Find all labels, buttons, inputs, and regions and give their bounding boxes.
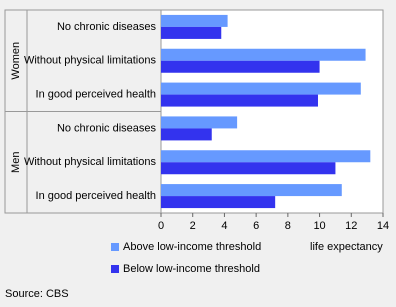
x-tick-label: 4 <box>221 220 227 232</box>
bar <box>161 196 276 209</box>
x-tick-label: 6 <box>253 220 259 232</box>
y-tick-label: In good perceived health <box>36 190 156 202</box>
bar <box>161 94 318 107</box>
x-tick-label: 2 <box>190 220 196 232</box>
x-tick-label: 14 <box>377 220 389 232</box>
legend-swatch <box>111 265 119 273</box>
bar <box>161 26 222 39</box>
bar <box>161 150 371 163</box>
y-tick-label: No chronic diseases <box>57 21 157 33</box>
bar <box>161 184 342 197</box>
y-tick-label: No chronic diseases <box>57 122 157 134</box>
bar <box>161 60 320 73</box>
bar <box>161 162 336 175</box>
x-tick-label: 10 <box>313 220 325 232</box>
x-tick-label: 0 <box>158 220 164 232</box>
bar <box>161 82 361 95</box>
x-tick-label: 12 <box>345 220 357 232</box>
bar <box>161 14 228 27</box>
legend-swatch <box>111 243 119 251</box>
y-tick-label: Without physical limitations <box>24 55 157 67</box>
bar <box>161 116 238 129</box>
y-tick-label: In good perceived health <box>36 88 156 100</box>
x-axis-label: life expectancy <box>310 241 383 253</box>
legend-label: Above low-income threshold <box>123 241 261 253</box>
bar <box>161 128 212 141</box>
group-label: Women <box>10 42 22 80</box>
plot-area <box>160 9 384 214</box>
legend-label: Below low-income threshold <box>123 263 260 275</box>
bar <box>161 48 366 61</box>
x-tick-label: 8 <box>285 220 291 232</box>
source: Source: CBS <box>5 288 69 300</box>
y-tick-label: Without physical limitations <box>24 156 157 168</box>
group-label: Men <box>10 152 22 173</box>
